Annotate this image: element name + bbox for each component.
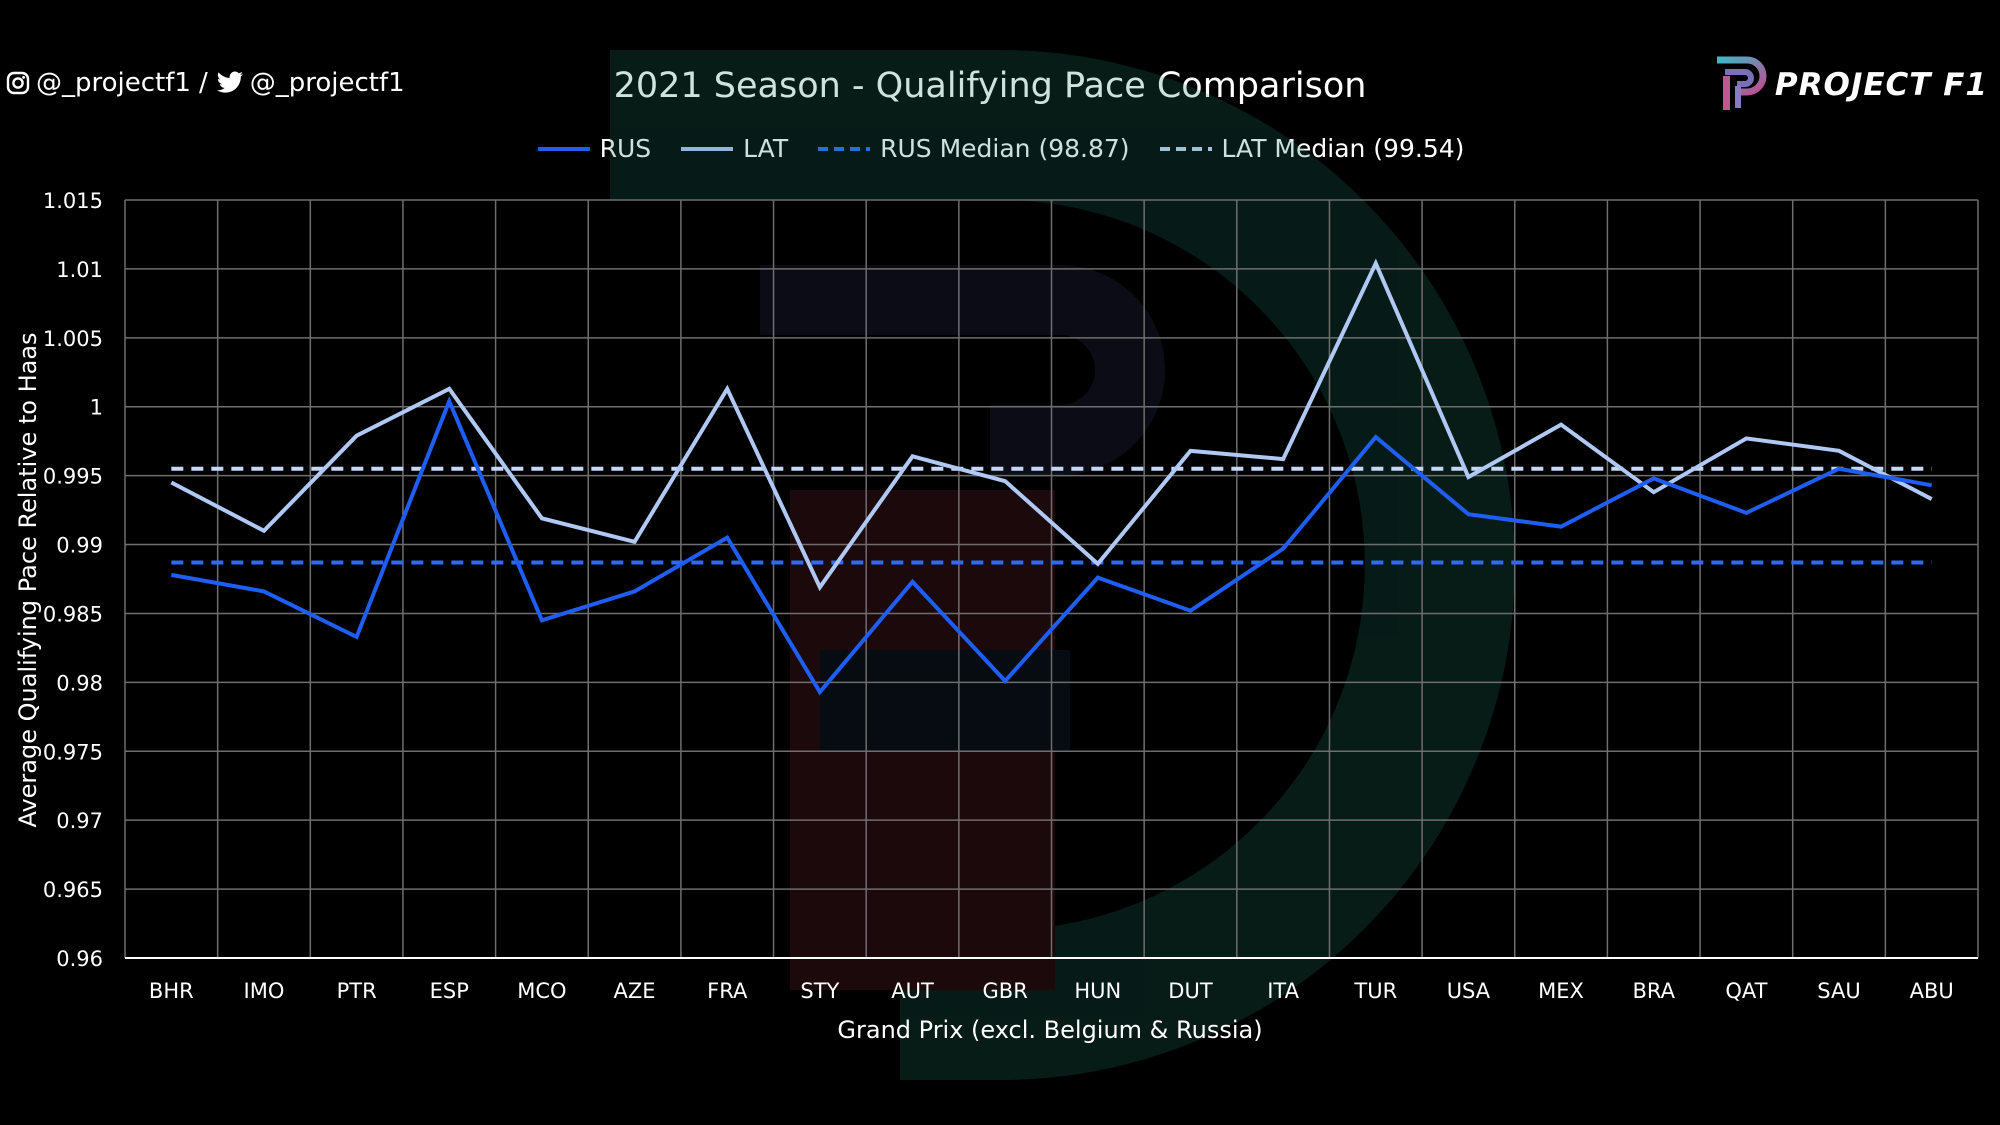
- legend-item-rus[interactable]: RUS: [536, 134, 652, 163]
- legend-item-lat-median[interactable]: LAT Median (99.54): [1158, 134, 1465, 163]
- y-tick-label: 1.005: [43, 327, 103, 351]
- y-axis: 0.96 0.965 0.97 0.975 0.98 0.985 0.99 0.995 1 1.0…: [43, 189, 103, 971]
- x-tick-label: USA: [1447, 979, 1491, 1003]
- legend-swatch-rus-median: [818, 146, 871, 151]
- x-tick-label: PTR: [337, 979, 377, 1003]
- x-tick-label: MCO: [517, 979, 566, 1003]
- project-f1-logo-icon: [1716, 56, 1767, 110]
- legend-label-lat-median: LAT Median (99.54): [1221, 134, 1465, 163]
- watermark-logo: [610, 50, 1515, 1080]
- x-tick-label: ESP: [430, 979, 469, 1003]
- x-tick-label: AUT: [891, 979, 934, 1003]
- logo-text: PROJECT F1: [1774, 67, 1988, 103]
- x-tick-label: DUT: [1168, 979, 1213, 1003]
- x-tick-label: GBR: [983, 979, 1028, 1003]
- x-tick-label: ABU: [1910, 979, 1954, 1003]
- social-handles: @_projectf1 / @_projectf1: [6, 68, 405, 98]
- legend-label-rus: RUS: [599, 134, 652, 163]
- y-tick-label: 0.965: [43, 878, 103, 902]
- handle-separator: /: [198, 68, 208, 98]
- legend-label-lat: LAT: [743, 134, 789, 163]
- y-tick-label: 0.98: [56, 671, 103, 695]
- chart-grid: [124, 199, 1979, 959]
- y-tick-label: 1.01: [56, 258, 103, 282]
- x-tick-label: IMO: [244, 979, 285, 1003]
- legend-item-lat[interactable]: LAT: [679, 134, 788, 163]
- x-tick-label: FRA: [707, 979, 748, 1003]
- twitter-handle[interactable]: @_projectf1: [249, 68, 405, 98]
- x-tick-label: MEX: [1538, 979, 1584, 1003]
- x-tick-label: BHR: [149, 979, 194, 1003]
- legend-label-rus-median: RUS Median (98.87): [880, 134, 1130, 163]
- x-tick-label: AZE: [614, 979, 656, 1003]
- x-tick-label: QAT: [1725, 979, 1767, 1003]
- y-tick-label: 0.99: [56, 534, 103, 558]
- legend-swatch-lat: [681, 146, 734, 151]
- project-f1-logo: PROJECT F1: [1711, 56, 1988, 114]
- x-tick-label: ITA: [1267, 979, 1299, 1003]
- y-tick-label: 0.97: [56, 809, 103, 833]
- x-tick-label: HUN: [1074, 979, 1121, 1003]
- twitter-icon[interactable]: [216, 71, 244, 95]
- legend-swatch-rus: [537, 146, 590, 151]
- chart-title: 2021 Season - Qualifying Pace Comparison: [613, 66, 1367, 106]
- instagram-handle[interactable]: @_projectf1: [36, 68, 191, 98]
- legend-item-rus-median[interactable]: RUS Median (98.87): [816, 134, 1130, 163]
- y-tick-label: 0.975: [43, 740, 103, 764]
- x-tick-label: TUR: [1353, 979, 1397, 1003]
- x-tick-label: BRA: [1632, 979, 1675, 1003]
- legend-swatch-lat-median: [1159, 146, 1212, 151]
- x-axis-title: Grand Prix (excl. Belgium & Russia): [837, 1016, 1262, 1044]
- y-tick-label: 1: [90, 396, 103, 420]
- x-tick-label: STY: [800, 979, 839, 1003]
- chart-series: [170, 258, 1933, 696]
- y-tick-label: 0.995: [43, 465, 103, 489]
- x-axis: BHR IMO PTR ESP MCO AZE FRA STY AUT GBR HUN DUT ITA T…: [125, 957, 1978, 1003]
- lat-series-line: [170, 258, 1933, 592]
- y-tick-label: 0.985: [43, 602, 103, 626]
- y-tick-label: 1.015: [43, 189, 103, 213]
- y-axis-title: Average Qualifying Pace Relative to Haas: [14, 332, 42, 827]
- x-tick-label: SAU: [1817, 979, 1860, 1003]
- y-tick-label: 0.96: [56, 947, 103, 971]
- instagram-icon[interactable]: [6, 71, 30, 95]
- rus-series-line: [170, 395, 1933, 696]
- chart-legend: RUS LAT RUS Median (98.87) LAT Median (9…: [0, 134, 2000, 163]
